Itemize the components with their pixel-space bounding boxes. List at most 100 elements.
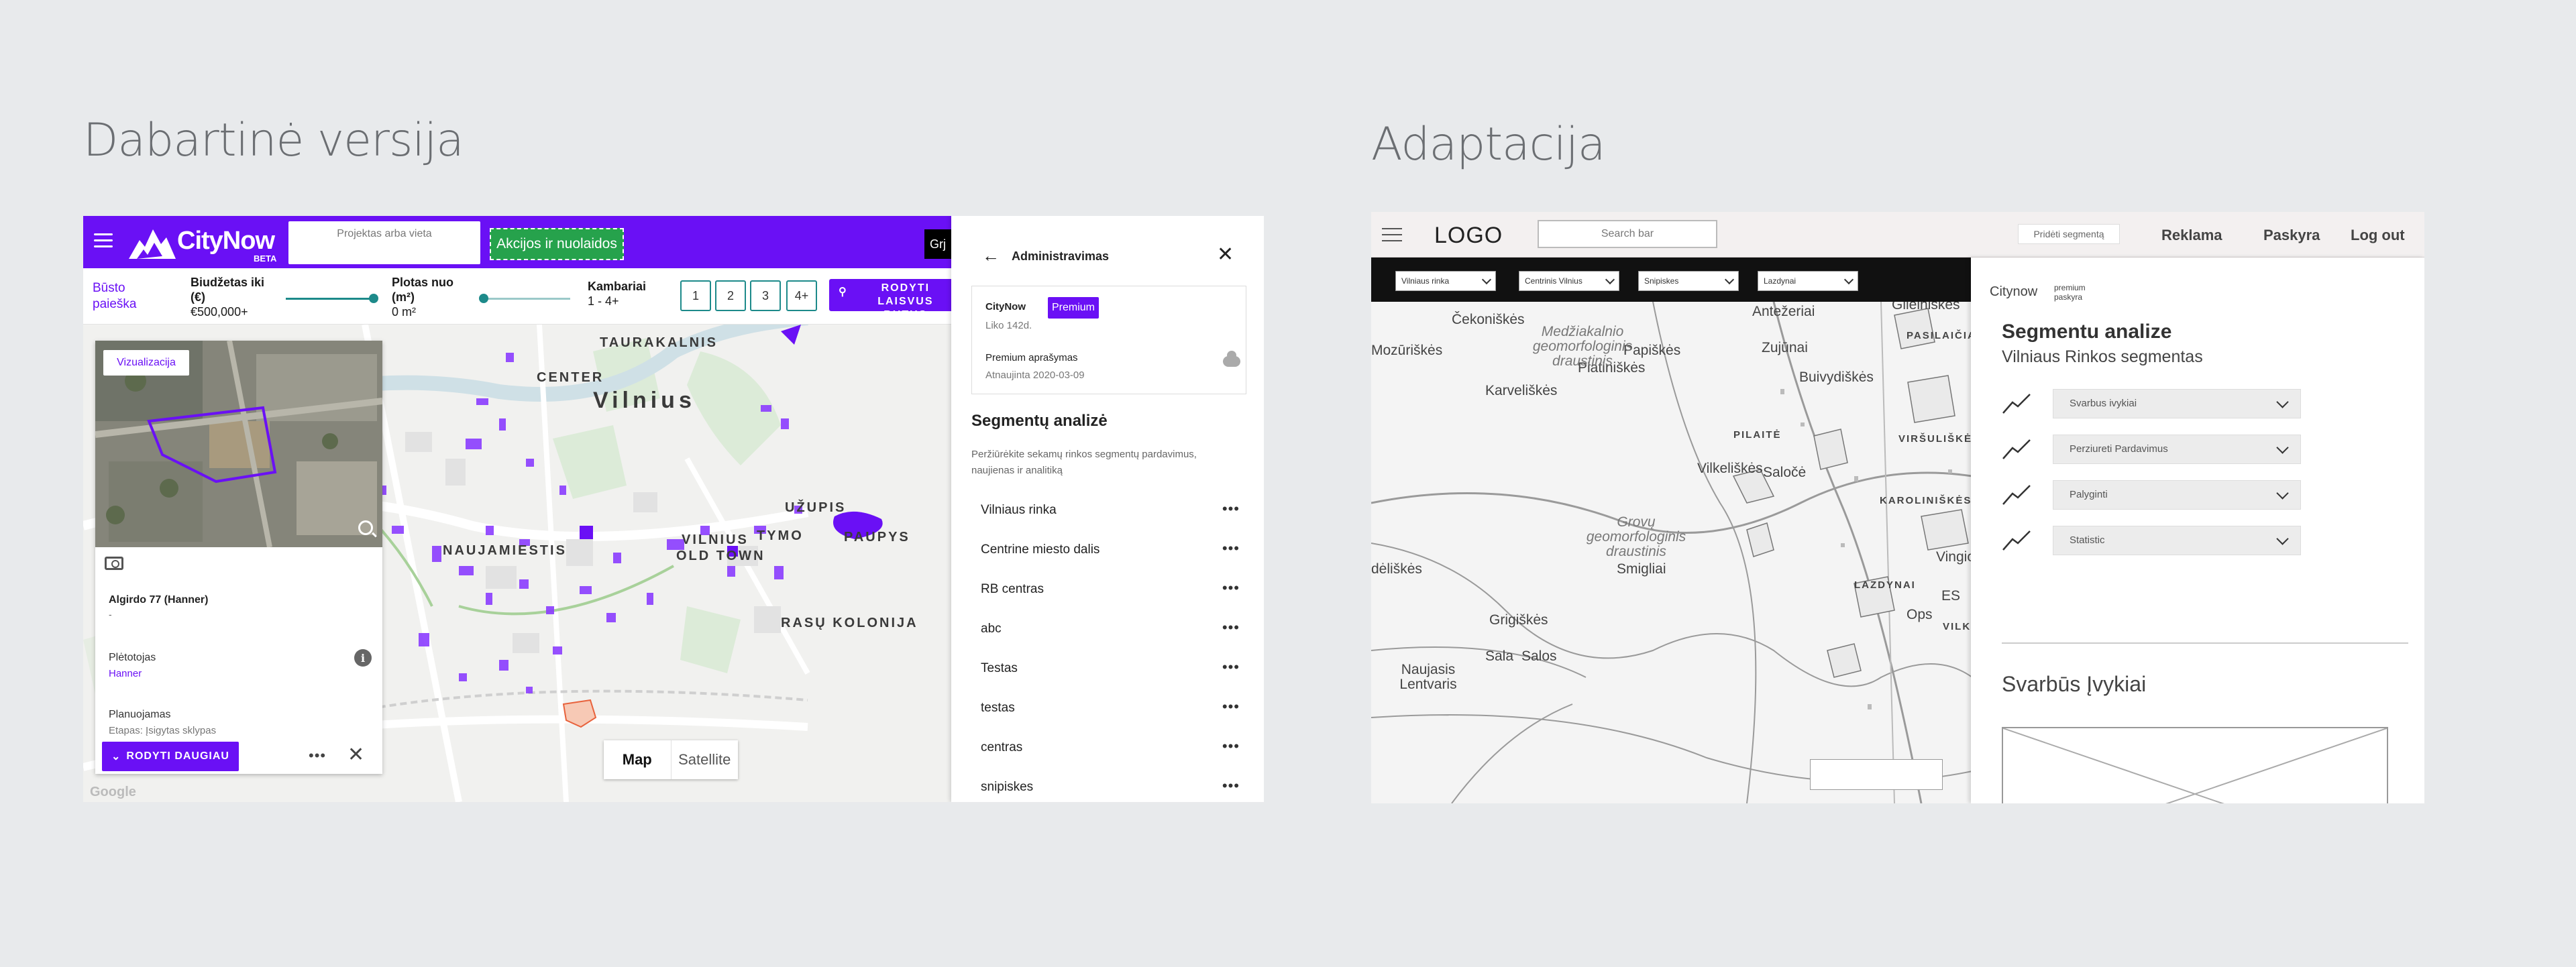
aerial-photo[interactable]: Vizualizacija [95,341,382,547]
area-slider-handle[interactable] [479,294,488,303]
map-type-toggle: Map Satellite [604,740,738,779]
visualization-button[interactable]: Vizualizacija [103,350,189,376]
segment-row-centrine-miesto-dalis[interactable]: Centrine miesto dalis ••• [981,540,1240,557]
wireframe-top-bar: LOGO Search bar Pridėti segmentą Reklama… [1371,212,2424,258]
map-view-button[interactable]: Map [622,751,652,768]
menu-icon[interactable] [94,233,113,248]
room-option-1[interactable]: 1 [680,280,711,311]
administration-panel: ← Administravimas ✕ CityNow Premium Liko… [951,216,1264,802]
map-label-virsuliskes: VIRŠULIŠKĖS [1898,433,1972,445]
map-empty-box[interactable] [1810,759,1943,790]
budget-slider-handle[interactable] [369,294,378,303]
housing-search-link[interactable]: Būsto paieška [93,281,137,311]
room-option-2[interactable]: 2 [715,280,746,311]
card-close-icon[interactable]: ✕ [347,744,365,766]
segment-row-rb-centras[interactable]: RB centras ••• [981,579,1240,596]
current-version-heading: Dabartinė versija [83,114,464,167]
segment-select-vilniaus-rinka[interactable]: Vilniaus rinka [1395,271,1496,291]
map-label-gilelniskes: Gilelniškės [1892,302,1960,312]
segment-more-icon[interactable]: ••• [1222,698,1240,715]
segment-more-icon[interactable]: ••• [1222,500,1240,517]
camera-icon[interactable] [105,557,123,570]
map-label-vingio: Vingio [1936,549,1972,565]
map-label-uzupis: UŽUPIS [785,500,847,515]
important-events-dropdown[interactable]: Svarbus ivykiai [2053,389,2301,418]
overflow-black-button[interactable]: Grj [924,229,951,259]
menu-icon[interactable] [1382,228,1402,246]
map-label-rasu-kolonija: RASŲ KOLONIJA [781,616,918,630]
beta-label: BETA [254,253,277,264]
satellite-view-button[interactable]: Satellite [670,740,739,779]
zoom-in-icon[interactable] [358,520,373,535]
rooms-value: 1 - 4+ [588,294,619,308]
segment-row-centras[interactable]: centras ••• [981,738,1240,754]
segment-row-testas-lower[interactable]: testas ••• [981,698,1240,715]
budget-value: €500,000+ [191,305,248,319]
promotions-button[interactable]: Akcijos ir nuolaidos [490,228,624,260]
project-address: - [109,609,112,620]
segment-select-lazdynai[interactable]: Lazdynai [1758,271,1858,291]
project-title: Algirdo 77 (Hanner) [109,594,209,606]
nav-log-out[interactable]: Log out [2351,227,2405,243]
developer-link[interactable]: Hanner [109,668,142,679]
days-left: Liko 142d. [985,320,1032,331]
segment-select-centrinis-vilnius[interactable]: Centrinis Vilnius [1519,271,1619,291]
premium-account-label: premium paskyra [2054,283,2086,302]
map-label-smigliai: Smigliai [1617,561,1666,577]
cloud-download-icon[interactable] [1223,351,1240,367]
area-slider[interactable] [483,298,570,300]
segment-more-icon[interactable]: ••• [1222,738,1240,754]
project-search-input[interactable]: Projektas arba vieta [288,221,480,264]
trend-icon [2002,394,2031,414]
segment-row-vilniaus-rinka[interactable]: Vilniaus rinka ••• [981,500,1240,517]
compare-dropdown[interactable]: Palyginti [2053,480,2301,510]
segment-row-snipiskes[interactable]: snipiskes ••• [981,777,1240,794]
room-option-3[interactable]: 3 [750,280,781,311]
map-label-platiniskes: Platiniškės [1578,360,1646,376]
wireframe-map[interactable]: Čekoniškės Mozūriškės Karveliškės Platin… [1371,302,1972,803]
segment-row-abc[interactable]: abc ••• [981,619,1240,636]
segment-more-icon[interactable]: ••• [1222,777,1240,794]
map-label-buivydiskes: Buivydiškės [1799,369,1874,385]
trend-icon [2002,530,2031,551]
map-label-vilnius-old-town-2: OLD TOWN [676,549,765,563]
project-detail-card: Vizualizacija Algirdo 77 (Hanner) - Plėt… [95,341,382,774]
add-segment-button[interactable]: Pridėti segmentą [2018,224,2120,244]
admin-close-icon[interactable]: ✕ [1217,243,1234,266]
info-icon[interactable]: i [354,649,372,667]
show-available-apartments-button[interactable]: ⚲ RODYTI LAISVUS BUTUS [829,279,963,321]
segment-analysis-title: Segmentų analizė [971,412,1108,430]
placeholder-cross-icon [2002,728,2387,803]
nav-advertising[interactable]: Reklama [2161,227,2222,243]
premium-description-link[interactable]: Premium aprašymas [985,352,1078,363]
segment-more-icon[interactable]: ••• [1222,540,1240,557]
map-label-vilkeliskes: Vilkeliškės [1697,461,1763,476]
google-watermark: Google [90,785,136,799]
back-arrow-icon[interactable]: ← [982,245,1000,266]
segment-more-icon[interactable]: ••• [1222,659,1240,675]
subscription-brand: CityNow [985,301,1026,312]
view-sales-dropdown[interactable]: Perziureti Pardavimus [2053,435,2301,464]
map-label-cekoniskes: Čekoniškės [1452,312,1525,327]
map-label-vilk: VILK [1943,621,1972,632]
statistic-dropdown[interactable]: Statistic [2053,526,2301,555]
segment-more-icon[interactable]: ••• [1222,579,1240,596]
logo-placeholder[interactable]: LOGO [1434,223,1503,248]
nav-account[interactable]: Paskyra [2263,227,2320,243]
filter-bar: Būsto paieška Biudžetas iki (€) €500,000… [83,268,963,325]
brand-name: CityNow [177,227,275,255]
map-label-sala: Sala [1485,648,1514,664]
segment-more-icon[interactable]: ••• [1222,619,1240,636]
trend-icon [2002,485,2031,505]
search-bar[interactable]: Search bar [1538,220,1717,248]
room-option-4-plus[interactable]: 4+ [786,280,817,311]
citynow-logo[interactable]: CityNow BETA [127,223,282,264]
show-more-button[interactable]: ⌄ RODYTI DAUGIAU [102,742,239,771]
budget-label: Biudžetas iki (€) [191,276,265,304]
map-label-grovu-reserve: Grovų geomorfologinis draustinis [1586,514,1686,559]
map-label-karveliskes: Karveliškės [1485,383,1558,398]
budget-slider[interactable] [286,298,373,300]
segment-row-testas[interactable]: Testas ••• [981,659,1240,675]
segment-select-snipiskes[interactable]: Snipiskes [1638,271,1739,291]
card-more-options-icon[interactable]: ••• [309,747,327,764]
